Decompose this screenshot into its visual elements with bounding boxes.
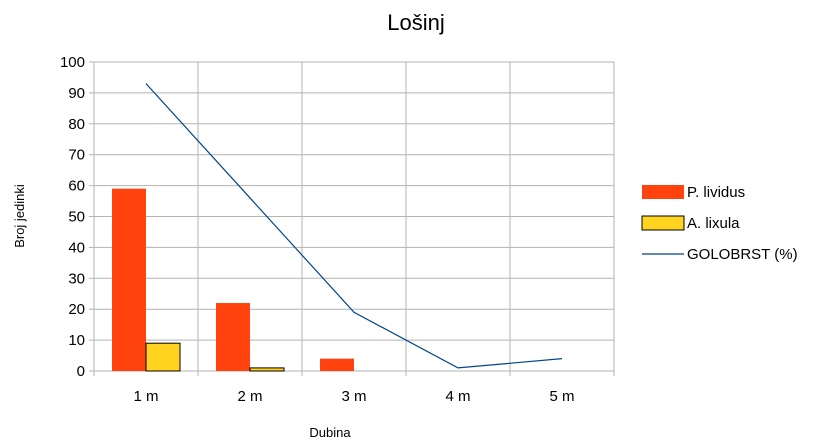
x-tick-label: 1 m [133, 388, 158, 405]
x-axis-title: Dubina [309, 425, 351, 440]
chart-title: Lošinj [387, 10, 444, 35]
bar-p-lividus [320, 358, 354, 371]
legend-label: A. lixula [687, 215, 740, 232]
y-tick-label: 30 [68, 270, 85, 287]
y-tick-label: 20 [68, 301, 85, 318]
bar-a-lixula [249, 367, 285, 372]
y-tick-label: 50 [68, 209, 85, 226]
bar-p-lividus [216, 303, 250, 371]
legend-swatch [641, 215, 685, 231]
legend-label: P. lividus [687, 184, 745, 201]
x-tick-labels: 1 m 2 m 3 m 4 m 5 m [133, 388, 574, 405]
y-tick-label: 10 [68, 332, 85, 349]
y-tick-labels: 0 10 20 30 40 50 60 70 80 90 100 [60, 54, 85, 380]
gridlines [93, 61, 615, 372]
y-tick-label: 0 [77, 363, 85, 380]
line-golobrst [145, 83, 563, 369]
bar-a-lixula [145, 342, 181, 372]
x-tick-label: 2 m [237, 388, 262, 405]
y-tick-label: 60 [68, 178, 85, 195]
y-tick-label: 80 [68, 116, 85, 133]
x-tick-label: 3 m [341, 388, 366, 405]
y-tick-label: 40 [68, 239, 85, 256]
y-axis-title: Broj jedinki [12, 184, 27, 248]
bars [112, 188, 354, 372]
bar-p-lividus [112, 188, 146, 371]
y-tick-label: 90 [68, 85, 85, 102]
y-tick-label: 100 [60, 54, 85, 71]
x-tick-label: 4 m [445, 388, 470, 405]
x-tick-label: 5 m [549, 388, 574, 405]
legend-swatch [642, 185, 684, 199]
line-series [145, 83, 563, 369]
y-tick-label: 70 [68, 147, 85, 164]
axes [89, 61, 615, 376]
legend: P. lividus A. lixula GOLOBRST (%) [641, 184, 798, 263]
legend-label: GOLOBRST (%) [687, 246, 798, 263]
